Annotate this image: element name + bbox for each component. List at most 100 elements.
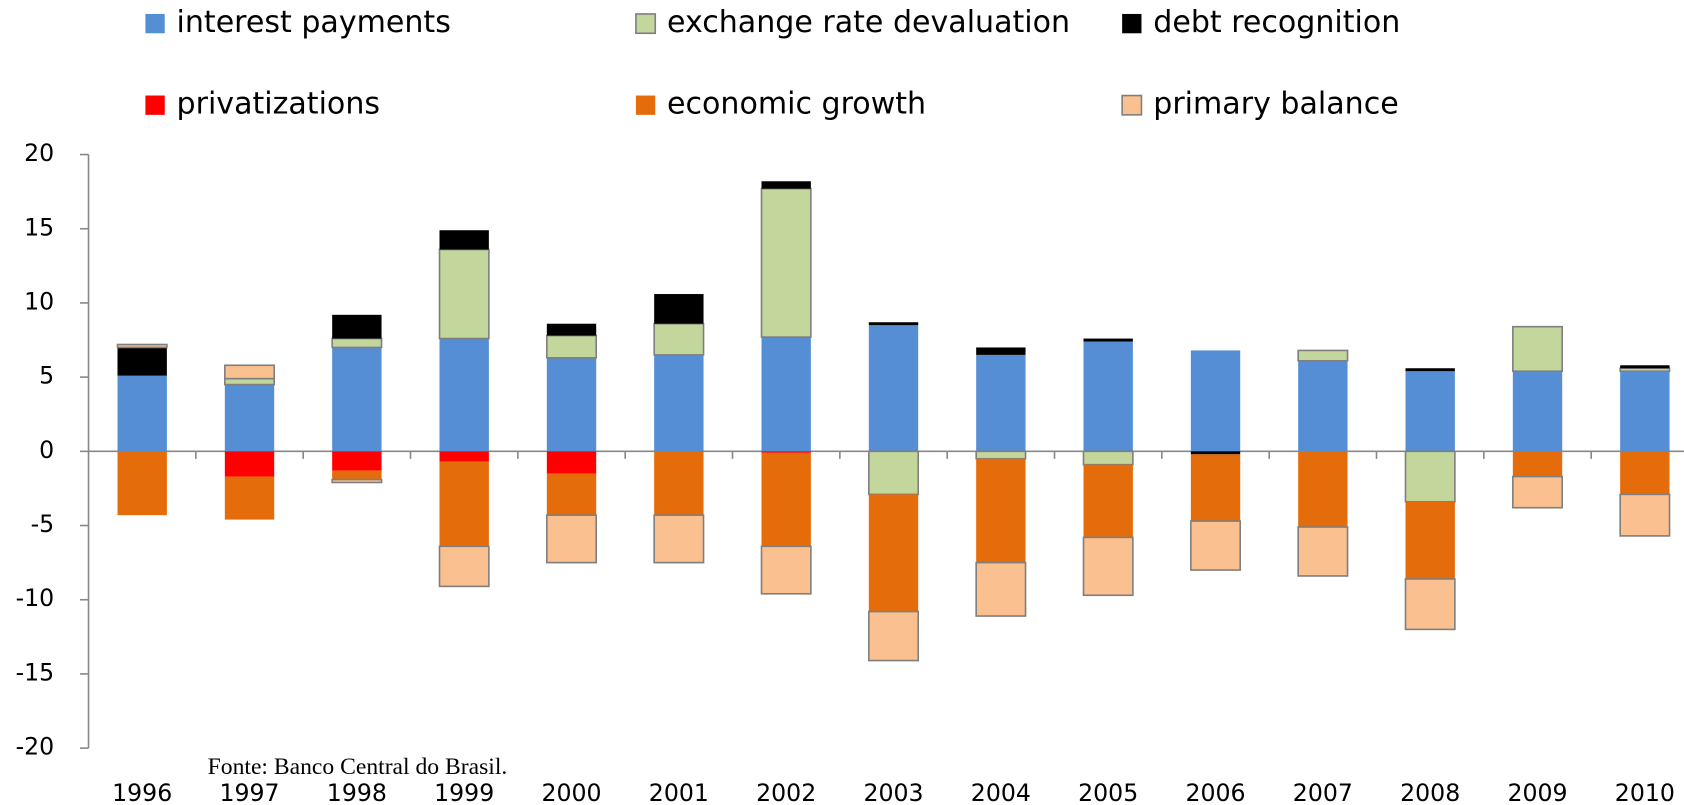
bar-segment (1082, 450, 1134, 466)
x-tick-label: 2009 (1507, 779, 1567, 805)
bar-segment (761, 452, 811, 547)
bar-segment (1512, 475, 1564, 509)
bar-segment (331, 337, 383, 349)
y-tick-label: -15 (16, 658, 55, 686)
bar-segment (1405, 501, 1455, 579)
bar-segment (1512, 451, 1563, 477)
bar-segment (1619, 493, 1671, 537)
bar-segment (1620, 451, 1670, 495)
bar-segment (224, 364, 276, 380)
bar-segment (117, 375, 167, 452)
bar-segment (1619, 367, 1671, 373)
x-tick-label: 2005 (1078, 779, 1138, 805)
bar-segment (654, 354, 704, 452)
y-tick-label: -10 (16, 584, 55, 612)
y-tick-label: 10 (24, 287, 54, 315)
bar-segment (331, 478, 383, 484)
x-tick-label: 2003 (863, 779, 923, 805)
x-tick-label: 2004 (971, 779, 1031, 805)
x-tick-label: 2007 (1293, 779, 1353, 805)
bar-segment (1404, 450, 1456, 503)
bar-segment (224, 476, 275, 520)
bar-segment (1190, 520, 1242, 571)
bar-segment (1405, 371, 1455, 452)
bar-segment (224, 451, 275, 477)
bar-segment (654, 294, 704, 324)
bar-segment (976, 458, 1026, 563)
bar-segment (1190, 451, 1241, 455)
x-tick-label: 2010 (1615, 779, 1675, 805)
y-tick-label: 15 (24, 213, 54, 241)
bar-segment (1082, 536, 1134, 597)
bar-segment (332, 451, 382, 471)
bar-segment (546, 357, 597, 452)
bar-segment (224, 377, 276, 386)
legend-swatch (1122, 13, 1142, 34)
legend-swatch (635, 95, 656, 115)
source-note: Fonte: Banco Central do Brasil. (208, 754, 508, 780)
y-tick-label: -5 (31, 510, 55, 538)
bar-segment (760, 545, 812, 595)
legend-swatch (145, 95, 165, 115)
bar-segment (439, 461, 489, 547)
bar-segment (438, 248, 490, 340)
bar-segment (975, 561, 1027, 617)
bar-segment (1404, 578, 1456, 631)
bar-segment (546, 473, 597, 516)
legend-swatch (145, 13, 165, 34)
bar-segment (439, 338, 489, 452)
y-tick-label: 5 (39, 362, 54, 390)
y-tick-label: -20 (16, 733, 55, 761)
bar-segment (1620, 371, 1670, 452)
bar-segment (654, 451, 704, 516)
legend-label: exchange rate devaluation (667, 5, 1070, 40)
bar-segment (1405, 368, 1455, 372)
bar-segment (653, 514, 705, 564)
bar-segment (546, 323, 597, 336)
bar-segment (976, 354, 1026, 452)
bar-segment (868, 494, 919, 612)
bar-segment (1512, 371, 1563, 452)
bar-segment (975, 450, 1027, 460)
bar-segment (1620, 365, 1670, 369)
x-tick-label: 1998 (327, 779, 387, 805)
bar-segment (868, 450, 920, 496)
x-tick-label: 1997 (219, 779, 279, 805)
legend-label: privatizations (177, 87, 380, 122)
bar-segment (1083, 341, 1133, 452)
bar-segment (1512, 325, 1564, 373)
bar-segment (1298, 360, 1348, 452)
bar-segment (546, 451, 597, 474)
bar-segment (868, 325, 919, 452)
bar-segment (438, 545, 490, 588)
bar-segment (1297, 526, 1349, 577)
y-tick-label: 0 (39, 436, 54, 464)
bar-segment (868, 322, 919, 326)
y-tick-label: 20 (24, 139, 54, 167)
bar-segment (761, 337, 811, 452)
bar-segment (332, 314, 382, 339)
bar-segment (546, 514, 598, 564)
x-tick-label: 2002 (756, 779, 816, 805)
bar-segment (1190, 454, 1241, 522)
bar-segment (116, 343, 168, 349)
bar-segment (1083, 338, 1133, 342)
bar-segment (761, 181, 811, 189)
bar-segment (760, 187, 812, 338)
bar-segment (653, 322, 705, 356)
bar-segment (332, 347, 382, 452)
x-tick-label: 1996 (112, 779, 172, 805)
bar-segment (546, 334, 598, 359)
x-tick-label: 2000 (541, 779, 601, 805)
bar-segment (439, 451, 489, 462)
bar-segment (224, 384, 275, 452)
bar-segment (976, 347, 1026, 355)
bar-segment (1190, 350, 1241, 452)
x-tick-label: 2006 (1185, 779, 1245, 805)
legend-label: economic growth (667, 87, 926, 122)
legend-swatch (635, 13, 657, 35)
bar-segment (117, 451, 167, 516)
legend-label: debt recognition (1153, 5, 1400, 40)
x-tick-label: 1999 (434, 779, 494, 805)
